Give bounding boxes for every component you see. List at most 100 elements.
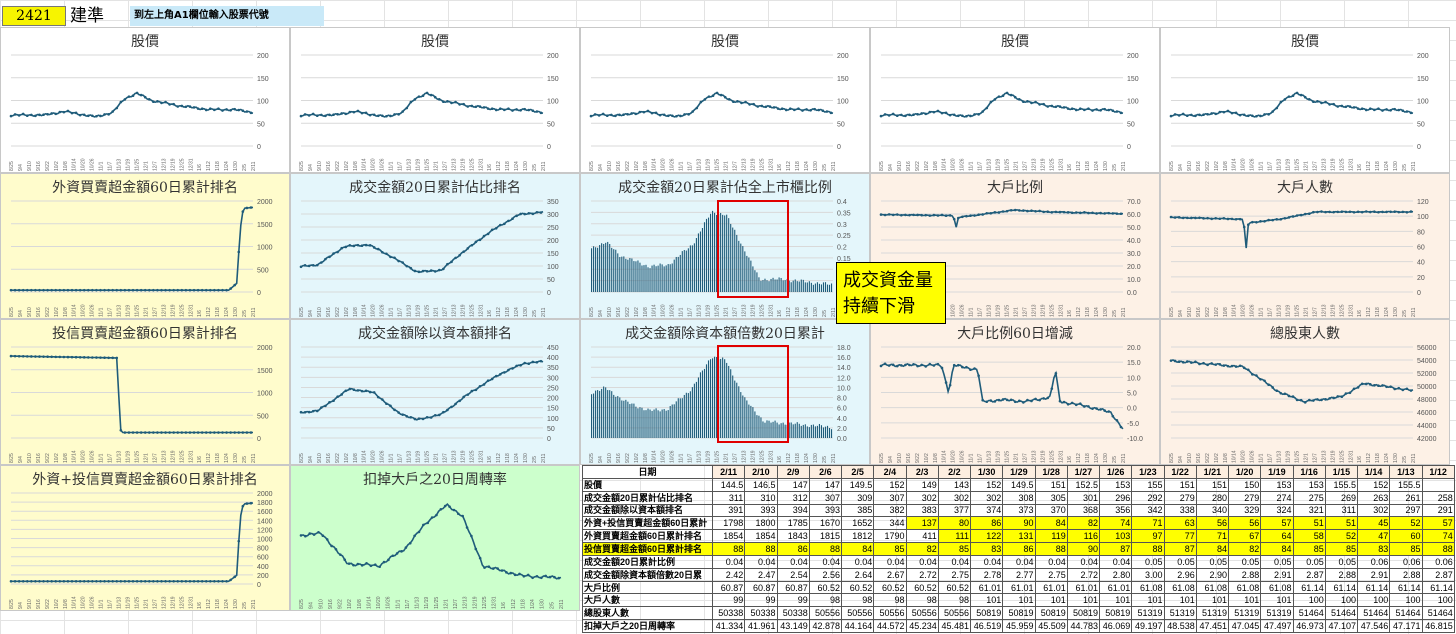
chart-panel-price-2[interactable]: 股價 200 150 100 50 0 8/25 9/4 9/10 9/16 9/22 10/2 10/…	[290, 27, 580, 173]
table-cell[interactable]: 99	[744, 593, 778, 608]
table-cell[interactable]: 98	[808, 593, 843, 608]
table-cell[interactable]: 307	[873, 490, 907, 505]
table-cell[interactable]: 0.04	[744, 554, 778, 569]
table-cell[interactable]: 153	[1260, 477, 1294, 492]
table-cell[interactable]: 49.197	[1131, 619, 1165, 633]
table-cell[interactable]: 100	[1421, 593, 1455, 608]
table-cell[interactable]: 147	[776, 477, 810, 492]
table-cell[interactable]: 263	[1356, 490, 1391, 505]
table-cell[interactable]: 0.05	[1131, 554, 1165, 569]
table-cell[interactable]: 98	[937, 593, 972, 608]
table-cell[interactable]: 149.5	[1002, 477, 1036, 492]
table-cell[interactable]: 342	[1131, 503, 1165, 518]
table-cell[interactable]: 61.08	[1195, 580, 1230, 595]
table-cell[interactable]: 51	[1292, 516, 1326, 531]
table-cell[interactable]: 84	[1195, 542, 1230, 556]
table-cell[interactable]: 0.06	[1389, 554, 1423, 569]
table-cell[interactable]: 47.451	[1195, 619, 1230, 633]
table-cell[interactable]: 0.04	[808, 554, 843, 569]
table-cell[interactable]: 101	[1227, 593, 1262, 608]
table-cell[interactable]: 151	[1163, 477, 1197, 492]
chart-panel-turnover-ex-big[interactable]: 扣掉大戶之20日周轉率 8/25 9/4 9/10 9/16 9/22 10/2 10/8 10…	[290, 465, 580, 611]
table-cell[interactable]: 41.334	[711, 619, 746, 633]
table-cell[interactable]: 61.01	[1098, 580, 1133, 595]
table-cell[interactable]: 88	[808, 542, 843, 556]
chart-panel-total-holders[interactable]: 總股東人數 56000 54000 52000 50000 48000 46000 44000…	[1160, 319, 1450, 465]
table-cell[interactable]: 1854	[744, 529, 778, 544]
table-cell[interactable]: 50556	[873, 606, 907, 621]
table-cell[interactable]: 83	[1356, 542, 1391, 556]
table-cell[interactable]: 131	[1002, 529, 1036, 544]
table-cell[interactable]: 2.87	[1421, 567, 1455, 582]
table-cell[interactable]: 51319	[1227, 606, 1262, 621]
table-row-label[interactable]: 大戶人數	[582, 593, 713, 608]
table-cell[interactable]: 0.04	[873, 554, 907, 569]
table-cell[interactable]: 85	[873, 542, 907, 556]
table-cell[interactable]: 61.14	[1389, 580, 1423, 595]
table-cell[interactable]: 47.546	[1356, 619, 1391, 633]
table-cell[interactable]: 57	[1260, 516, 1294, 531]
table-cell[interactable]: 56	[1227, 516, 1262, 531]
table-cell[interactable]: 2.91	[1260, 567, 1294, 582]
table-cell[interactable]: 85	[1389, 542, 1423, 556]
table-date-cell[interactable]: 1/28	[1034, 465, 1068, 479]
chart-panel-turnover-ratio[interactable]: 成交金額20日累計佔全上市櫃比例0.40.350.30.250.20.150.1…	[580, 173, 870, 319]
table-cell[interactable]: 41.961	[744, 619, 778, 633]
table-cell[interactable]: 101	[1163, 593, 1197, 608]
table-cell[interactable]: 1790	[873, 529, 907, 544]
table-cell[interactable]: 153	[1098, 477, 1133, 492]
table-cell[interactable]: 261	[1389, 490, 1423, 505]
table-cell[interactable]: 0.04	[776, 554, 810, 569]
table-cell[interactable]: 51	[1324, 516, 1359, 531]
table-cell[interactable]: 82	[1066, 516, 1101, 531]
table-cell[interactable]: 119	[1034, 529, 1068, 544]
table-cell[interactable]: 47.497	[1260, 619, 1294, 633]
table-cell[interactable]: 2.90	[1195, 567, 1230, 582]
table-cell[interactable]: 98	[840, 593, 875, 608]
table-cell[interactable]: 87	[1098, 542, 1133, 556]
table-cell[interactable]: 61.14	[1421, 580, 1455, 595]
table-date-cell[interactable]: 2/4	[873, 465, 907, 479]
table-cell[interactable]: 275	[1292, 490, 1326, 505]
table-cell[interactable]: 61.08	[1227, 580, 1262, 595]
table-cell[interactable]: 2.72	[905, 567, 939, 582]
chart-panel-trust-rank[interactable]: 投信買賣超金額60日累計排名 2000 1500 1000 500 0 8/25 9/4 9/1…	[0, 319, 290, 465]
table-cell[interactable]: 411	[905, 529, 939, 544]
table-cell[interactable]: 51464	[1389, 606, 1423, 621]
table-cell[interactable]: 0.05	[1195, 554, 1230, 569]
table-date-cell[interactable]: 1/16	[1292, 465, 1326, 479]
table-cell[interactable]: 90	[1002, 516, 1036, 531]
table-cell[interactable]: 100	[1389, 593, 1423, 608]
table-cell[interactable]: 86	[969, 516, 1004, 531]
table-cell[interactable]: 152.5	[1066, 477, 1101, 492]
table-cell[interactable]: 51319	[1163, 606, 1197, 621]
table-cell[interactable]: 143	[937, 477, 972, 492]
table-cell[interactable]: 309	[840, 490, 875, 505]
table-cell[interactable]: 329	[1227, 503, 1262, 518]
table-cell[interactable]: 0.04	[1098, 554, 1133, 569]
table-cell[interactable]: 1800	[744, 516, 778, 531]
table-cell[interactable]: 85	[937, 542, 972, 556]
table-date-cell[interactable]: 1/26	[1098, 465, 1133, 479]
table-cell[interactable]: 60.52	[840, 580, 875, 595]
table-cell[interactable]: 60.52	[905, 580, 939, 595]
table-cell[interactable]: 137	[905, 516, 939, 531]
table-cell[interactable]: 61.08	[1131, 580, 1165, 595]
table-cell[interactable]: 1652	[840, 516, 875, 531]
table-cell[interactable]: 1785	[776, 516, 810, 531]
table-cell[interactable]: 147	[808, 477, 843, 492]
table-cell[interactable]: 47.045	[1227, 619, 1262, 633]
table-cell[interactable]: 307	[808, 490, 843, 505]
table-cell[interactable]: 61.01	[969, 580, 1004, 595]
table-cell[interactable]: 52	[1324, 529, 1359, 544]
table-cell[interactable]: 60.87	[744, 580, 778, 595]
table-cell[interactable]: 116	[1066, 529, 1101, 544]
table-date-cell[interactable]: 2/3	[905, 465, 939, 479]
table-cell[interactable]: 46.069	[1098, 619, 1133, 633]
table-cell[interactable]: 2.78	[969, 567, 1004, 582]
table-cell[interactable]: 1798	[711, 516, 746, 531]
table-cell[interactable]: 153	[1292, 477, 1326, 492]
table-cell[interactable]: 100	[1292, 593, 1326, 608]
chart-panel-price-4[interactable]: 股價 200 150 100 50 0 8/25 9/4 9/10 9/16 9/22 10/2 10/…	[870, 27, 1160, 173]
table-row-label[interactable]: 扣掉大戶之20日周轉率	[582, 619, 713, 633]
